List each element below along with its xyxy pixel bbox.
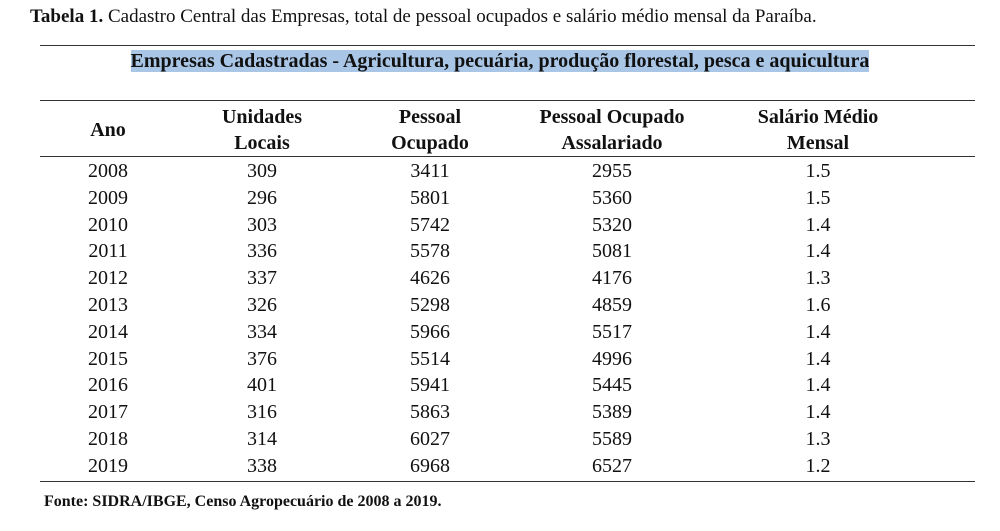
table-header: Ano Unidades Locais Pessoal Ocupado Pessoal O…	[0, 104, 1000, 156]
table-cell: 5320	[592, 213, 632, 236]
table-cell: 2015	[88, 347, 128, 370]
table-cell: 5742	[410, 213, 450, 236]
table-cell: 376	[247, 347, 277, 370]
table-cell: 5360	[592, 186, 632, 209]
table-cell: 6968	[410, 454, 450, 477]
table-cell: 5578	[410, 240, 450, 263]
column-header-line: Ocupado	[391, 132, 469, 154]
table-cell: 4176	[592, 267, 632, 290]
caption-text: Cadastro Central das Empresas, total de …	[107, 6, 817, 27]
table-cell: 1.4	[805, 213, 831, 236]
table-cell: 309	[247, 160, 277, 182]
column-header: Salário Médio Mensal	[708, 104, 928, 156]
table-cell: 5517	[592, 320, 632, 343]
column-header-line: Mensal	[786, 132, 850, 154]
table-cell: 5863	[410, 401, 450, 424]
table-cell: 5389	[592, 401, 632, 424]
table-cell: 338	[247, 454, 277, 477]
table-cell: 337	[247, 267, 277, 290]
rule	[40, 45, 975, 46]
table-cell: 5514	[410, 347, 450, 370]
table-cell: 2009	[88, 186, 128, 209]
rule	[40, 100, 975, 101]
table-cell: 5966	[410, 320, 450, 343]
table-cell: 2017	[88, 401, 128, 424]
table-cell: 2014	[88, 320, 128, 343]
caption: Tabela 1. Cadastro Central das Empresas,…	[30, 6, 817, 28]
table-cell: 2016	[88, 374, 128, 397]
table-cell: 5081	[592, 240, 632, 263]
column-header-line: Locais	[234, 132, 290, 154]
table-cell: 2012	[88, 267, 128, 290]
table-cell: 2011	[88, 240, 128, 263]
table-cell: 296	[247, 186, 277, 209]
rule	[40, 156, 975, 157]
table-cell: 2010	[88, 213, 128, 236]
table-cell: 401	[247, 374, 277, 397]
table-cell: 1.4	[805, 240, 831, 263]
table-cell: 4859	[592, 294, 632, 316]
table-cell: 5298	[410, 294, 450, 316]
table-cell: 5801	[410, 186, 450, 209]
table-cell: 5589	[592, 428, 632, 450]
table-cell: 4996	[592, 347, 632, 370]
table-cell: 6027	[410, 428, 450, 450]
table-cell: 316	[247, 401, 277, 424]
column-header: Unidades Locais	[152, 104, 372, 156]
table-cell: 334	[247, 320, 277, 343]
column-header-line: Ano	[90, 119, 126, 141]
table-cell: 4626	[410, 267, 450, 290]
table-title: Empresas Cadastradas - Agricultura, pecu…	[100, 49, 900, 74]
table-cell: 1.5	[805, 160, 831, 182]
table-cell: 1.4	[805, 320, 831, 343]
table-title-text: Empresas Cadastradas - Agricultura, pecu…	[130, 50, 870, 72]
table-cell: 2008	[88, 160, 128, 182]
column-header-line: Assalariado	[561, 132, 663, 154]
table-cell: 1.6	[805, 294, 831, 316]
caption-label: Tabela 1.	[30, 6, 104, 27]
table-cell: 3411	[410, 160, 450, 182]
table-cell: 2013	[88, 294, 128, 316]
table-cell: 1.5	[805, 186, 831, 209]
column-header: Pessoal Ocupado Assalariado	[502, 104, 722, 156]
column-header: Pessoal Ocupado	[320, 104, 540, 156]
table-cell: 314	[247, 428, 277, 450]
table-cell: 2019	[88, 454, 128, 477]
column-header-line: Salário Médio	[757, 106, 879, 128]
table-cell: 1.4	[805, 347, 831, 370]
table-cell: 1.3	[805, 267, 831, 290]
table-cell: 2018	[88, 428, 128, 450]
column-header: Ano	[0, 117, 218, 143]
table-cell: 6527	[592, 454, 632, 477]
column-header-line: Pessoal Ocupado	[539, 106, 685, 128]
table-cell: 1.4	[805, 401, 831, 424]
table-cell: 5941	[410, 374, 450, 397]
column-header-line: Pessoal	[398, 106, 462, 128]
table-cell: 5445	[592, 374, 632, 397]
table-cell: 336	[247, 240, 277, 263]
rule	[40, 481, 975, 482]
footer: Fonte: SIDRA/IBGE, Censo Agropecuário de…	[44, 493, 442, 510]
table-cell: 303	[247, 213, 277, 236]
table-cell: 1.3	[805, 428, 831, 450]
table-cell: 1.2	[805, 454, 831, 477]
column-header-line: Unidades	[221, 106, 303, 128]
table-cell: 1.4	[805, 374, 831, 397]
table-cell: 2955	[592, 160, 632, 182]
table-cell: 326	[247, 294, 277, 316]
